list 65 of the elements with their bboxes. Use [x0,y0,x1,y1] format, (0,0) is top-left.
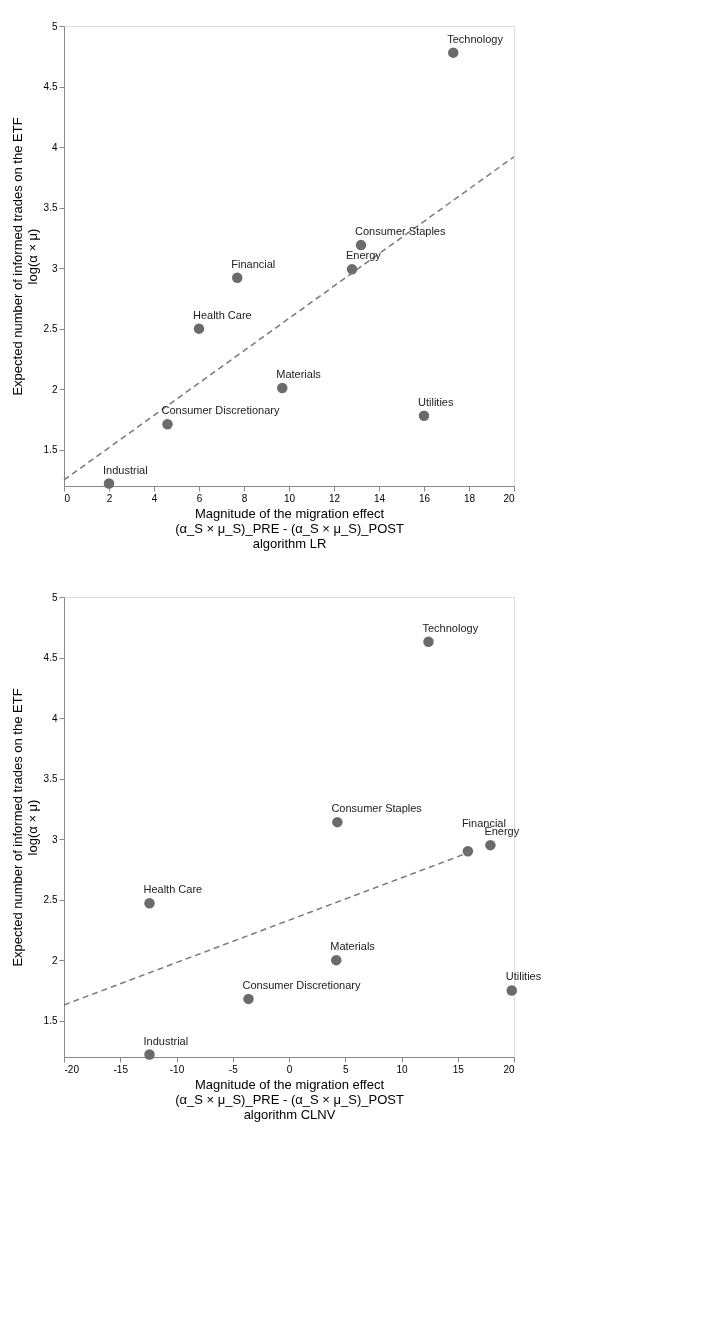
y-tick-label: 1.5 [43,1015,58,1027]
point [103,478,115,489]
y-tick-label: 3.5 [43,773,58,785]
y-tick-label: 3 [51,833,58,845]
annotation: Consumer Discretionary [161,404,280,417]
x-tick-label: 10 [396,1063,408,1075]
x-tick-label: 18 [463,492,476,504]
y-tick-label: 2 [51,954,58,966]
point [448,47,459,58]
y-tick-label: 2.5 [43,323,58,335]
annotation: Financial [231,257,276,270]
x-tick-label: -15 [113,1063,129,1075]
x-tick-label: -20 [64,1063,80,1075]
x-axis-title: Magnitude of the migration effect (α_S × μ_S)_PRE - (α_S × μ_S)_POST algorithm CLNV [175,1076,404,1122]
x-tick-label: 0 [64,492,71,504]
y-tick-label: 5 [51,20,58,32]
x-tick-label: 20 [503,1063,515,1075]
point [418,410,430,422]
point [277,382,288,394]
annotation: Technology [447,32,504,45]
x-tick-label: 4 [151,492,158,504]
annotation: Industrial [143,1034,189,1047]
x-tick-label: 16 [418,492,431,504]
x-tick-label: -5 [228,1063,239,1075]
annotation: Technology [422,621,479,634]
annotation: Materials [276,367,322,380]
y-tick-label: 5 [51,591,58,603]
y-tick-label: 4 [51,712,58,724]
annotation: Consumer Staples [331,802,423,815]
annotation: Industrial [103,463,148,476]
point [355,239,367,251]
y-tick-label: 1.5 [43,444,58,456]
x-tick-label: -10 [169,1063,185,1075]
x-tick-label: 2 [106,492,113,504]
y-tick-label: 4.5 [43,652,58,664]
annotation: Health Care [143,883,203,896]
y-tick-label: 4 [51,141,58,153]
y-tick-label: 4.5 [43,81,58,93]
y-tick-label: 2 [51,383,58,395]
x-tick-label: 15 [452,1063,465,1075]
x-tick-label: 20 [503,492,515,504]
y-tick-label: 2.5 [43,894,58,906]
x-axis-title: Magnitude of the migration effect (α_S × μ_S)_PRE - (α_S × μ_S)_POST algorithm LR [175,505,404,551]
point [346,264,358,275]
x-tick-label: 14 [373,492,386,504]
x-tick-label: 12 [328,492,341,504]
x-tick-label: 0 [286,1063,293,1075]
annotation: Consumer Discretionary [242,978,361,991]
point [193,323,205,334]
annotation: Health Care [193,308,252,321]
y-tick-label: 3 [51,262,58,274]
x-tick-label: 6 [196,492,203,504]
annotation: Energy [346,249,382,262]
x-tick-label: 8 [241,492,248,504]
annotation: Materials [330,940,376,953]
point [162,419,173,430]
annotation: Utilities [505,970,542,983]
y-tick-label: 3.5 [43,202,58,214]
annotation: Utilities [418,395,454,408]
annotation: Consumer Staples [355,225,446,238]
y-axis-title: Expected number of informed trades on the ETF log(α × μ) [9,117,40,396]
x-tick-label: 10 [283,492,296,504]
x-tick-label: 5 [342,1063,349,1075]
y-axis-title: Expected number of informed trades on the ETF log(α × μ) [9,688,40,967]
point [232,272,243,284]
